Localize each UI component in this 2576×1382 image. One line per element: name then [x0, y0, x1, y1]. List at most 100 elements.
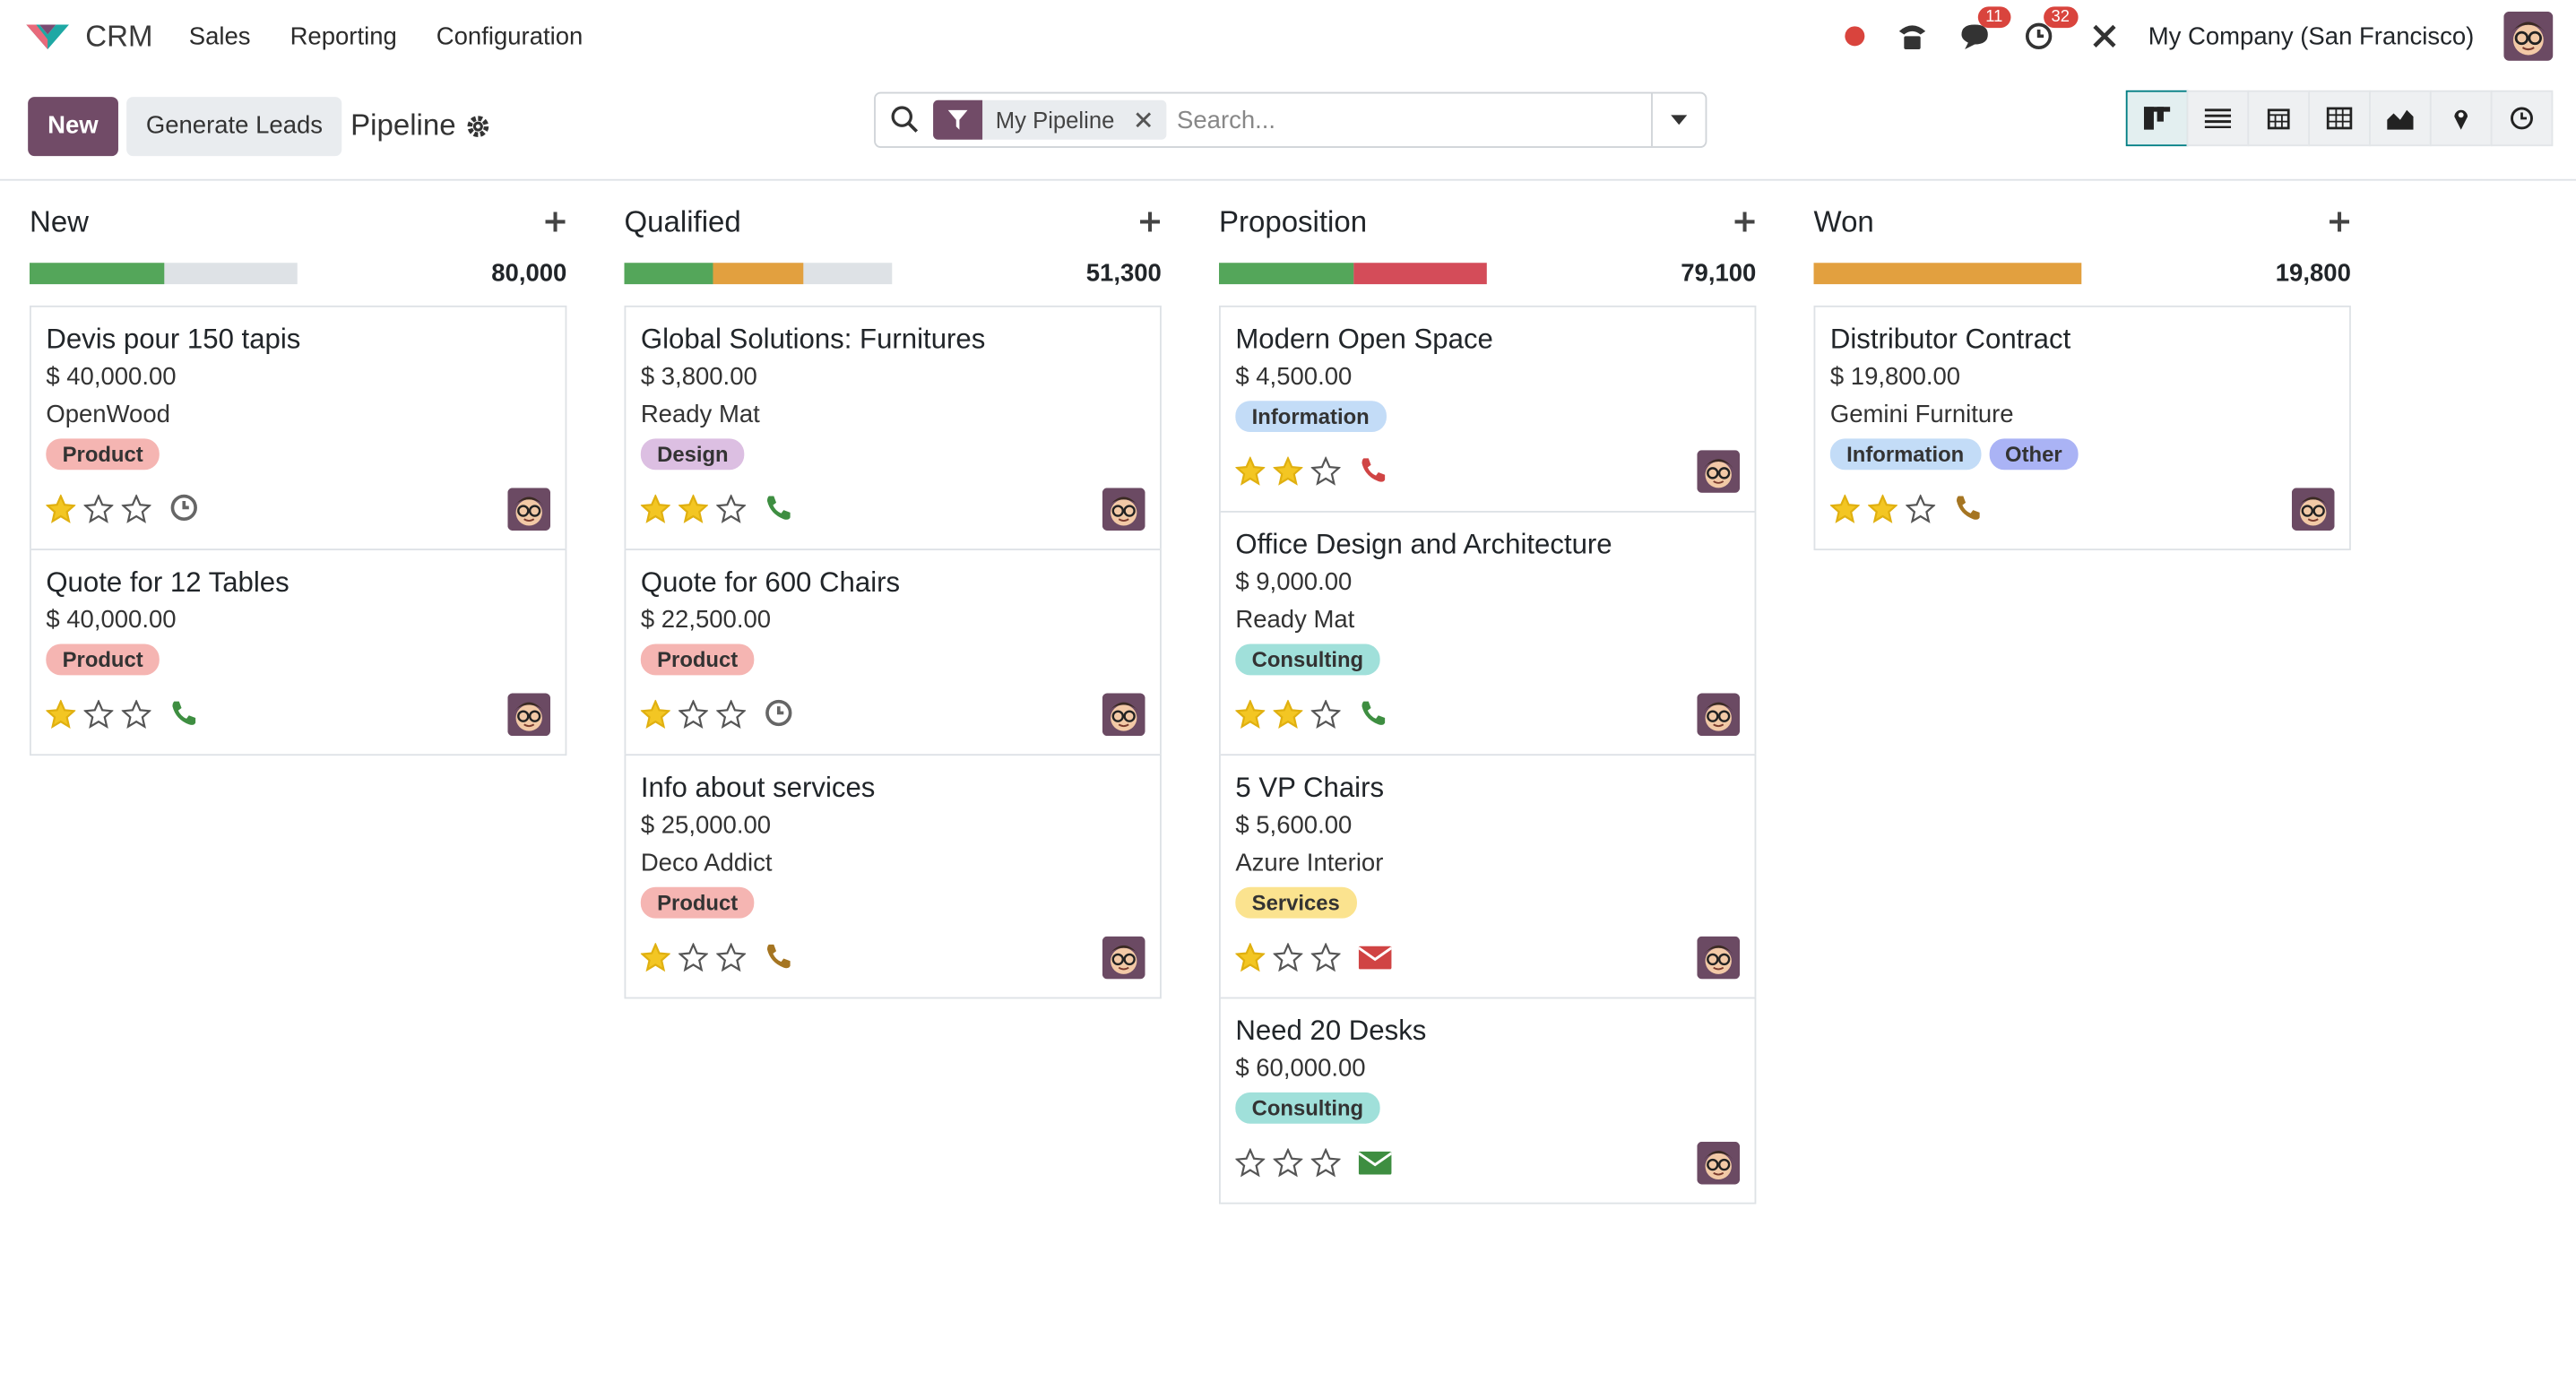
- graph-view[interactable]: [2369, 90, 2432, 147]
- menu-item[interactable]: Configuration: [436, 22, 583, 50]
- salesperson-avatar[interactable]: [1697, 936, 1741, 980]
- menu-item[interactable]: Reporting: [290, 22, 397, 50]
- lead-card[interactable]: Quote for 600 Chairs $ 22,500.00 Product: [624, 548, 1162, 756]
- search-toggle[interactable]: [1651, 93, 1705, 147]
- activity-icon[interactable]: [1358, 1146, 1392, 1179]
- activity-icon[interactable]: [764, 698, 797, 731]
- list-view[interactable]: [2186, 90, 2250, 147]
- menu-item[interactable]: Sales: [188, 22, 251, 50]
- salesperson-avatar[interactable]: [507, 488, 551, 531]
- generate-leads-button[interactable]: Generate Leads: [125, 96, 343, 156]
- priority-star[interactable]: [1273, 699, 1303, 730]
- salesperson-avatar[interactable]: [1102, 936, 1145, 980]
- lead-card[interactable]: Info about services $ 25,000.00 Deco Addic…: [624, 754, 1162, 999]
- app-name[interactable]: CRM: [85, 19, 153, 52]
- priority-star[interactable]: [1829, 494, 1860, 524]
- calendar-view[interactable]: [2247, 90, 2311, 147]
- salesperson-avatar[interactable]: [507, 693, 551, 737]
- voip-icon[interactable]: [1895, 22, 1928, 51]
- new-button[interactable]: New: [28, 96, 118, 156]
- priority-star[interactable]: [678, 494, 708, 524]
- lead-card[interactable]: Office Design and Architecture $ 9,000.00…: [1219, 511, 1757, 756]
- progress-segment[interactable]: [1219, 262, 1353, 284]
- salesperson-avatar[interactable]: [1102, 693, 1145, 737]
- priority-star[interactable]: [1235, 699, 1266, 730]
- company[interactable]: My Company (San Francisco): [2148, 22, 2475, 50]
- activities[interactable]: 32: [2023, 6, 2079, 51]
- activity-icon[interactable]: [764, 941, 797, 974]
- lead-card[interactable]: Distributor Contract $ 19,800.00 Gemini Fu…: [1813, 305, 2351, 551]
- facet-remove[interactable]: [1134, 110, 1154, 130]
- priority-star[interactable]: [1310, 456, 1341, 487]
- priority-star[interactable]: [1868, 494, 1897, 524]
- priority-star[interactable]: [1235, 1148, 1266, 1178]
- messages[interactable]: 11: [1958, 6, 2011, 51]
- activity-icon[interactable]: [1359, 698, 1392, 731]
- priority-star[interactable]: [1273, 456, 1303, 487]
- priority-star[interactable]: [640, 943, 670, 972]
- search-input[interactable]: Search...: [1177, 106, 1276, 134]
- search-icon[interactable]: [890, 105, 920, 134]
- salesperson-avatar[interactable]: [1697, 450, 1741, 493]
- priority-star[interactable]: [1235, 943, 1266, 972]
- priority-star[interactable]: [83, 494, 114, 524]
- user-avatar[interactable]: [2503, 11, 2554, 61]
- priority-star[interactable]: [716, 943, 747, 972]
- lead-card[interactable]: Need 20 Desks $ 60,000.00 Consulting: [1219, 997, 1757, 1205]
- priority-star[interactable]: [640, 699, 670, 730]
- activity-icon[interactable]: [764, 493, 797, 526]
- add-button[interactable]: [1138, 211, 1162, 234]
- column-title[interactable]: Won: [1813, 204, 1874, 238]
- priority-star[interactable]: [46, 699, 76, 730]
- add-button[interactable]: [544, 211, 567, 234]
- lead-card[interactable]: 5 VP Chairs $ 5,600.00 Azure Interior Servi…: [1219, 754, 1757, 999]
- priority-star[interactable]: [83, 699, 114, 730]
- lead-card[interactable]: Modern Open Space $ 4,500.00 Information: [1219, 305, 1757, 513]
- priority-star[interactable]: [716, 699, 747, 730]
- add-button[interactable]: [1733, 211, 1757, 234]
- salesperson-avatar[interactable]: [1102, 488, 1145, 531]
- column-title[interactable]: Qualified: [624, 204, 741, 238]
- status-dot[interactable]: [1843, 24, 1866, 48]
- activity-icon[interactable]: [1359, 455, 1392, 488]
- add-button[interactable]: [2328, 211, 2351, 234]
- priority-star[interactable]: [1273, 1148, 1303, 1178]
- lead-card[interactable]: Devis pour 150 tapis $ 40,000.00 OpenWood P…: [29, 305, 567, 551]
- progress-segment[interactable]: [1353, 262, 1487, 284]
- priority-star[interactable]: [121, 699, 151, 730]
- progress-segment[interactable]: [1813, 262, 2082, 284]
- salesperson-avatar[interactable]: [2291, 488, 2335, 531]
- app-logo[interactable]: [23, 20, 73, 53]
- gear-icon[interactable]: [467, 114, 490, 137]
- activity-view[interactable]: [2490, 90, 2554, 147]
- priority-star[interactable]: [1310, 943, 1341, 972]
- priority-star[interactable]: [1310, 699, 1341, 730]
- map-view[interactable]: [2429, 90, 2493, 147]
- priority-star[interactable]: [1310, 1148, 1341, 1178]
- activity-icon[interactable]: [169, 493, 203, 526]
- salesperson-avatar[interactable]: [1697, 693, 1741, 737]
- priority-star[interactable]: [121, 494, 151, 524]
- priority-star[interactable]: [640, 494, 670, 524]
- priority-star[interactable]: [678, 699, 708, 730]
- tools-icon[interactable]: [2089, 22, 2119, 51]
- pivot-view[interactable]: [2308, 90, 2371, 147]
- progress-segment[interactable]: [713, 262, 803, 284]
- progress-segment[interactable]: [29, 262, 164, 284]
- activity-icon[interactable]: [169, 698, 203, 731]
- priority-star[interactable]: [678, 943, 708, 972]
- priority-star[interactable]: [1235, 456, 1266, 487]
- priority-star[interactable]: [716, 494, 747, 524]
- priority-star[interactable]: [46, 494, 76, 524]
- column-title[interactable]: Proposition: [1219, 204, 1368, 238]
- progress-segment[interactable]: [624, 262, 713, 284]
- activity-icon[interactable]: [1358, 941, 1392, 974]
- salesperson-avatar[interactable]: [1697, 1141, 1741, 1185]
- activity-icon[interactable]: [1953, 493, 1986, 526]
- lead-card[interactable]: Quote for 12 Tables $ 40,000.00 Product: [29, 548, 567, 756]
- priority-star[interactable]: [1906, 494, 1936, 524]
- kanban-view[interactable]: [2125, 90, 2189, 147]
- column-title[interactable]: New: [29, 204, 90, 238]
- lead-card[interactable]: Global Solutions: Furnitures $ 3,800.00 Re…: [624, 305, 1162, 551]
- priority-star[interactable]: [1273, 943, 1303, 972]
